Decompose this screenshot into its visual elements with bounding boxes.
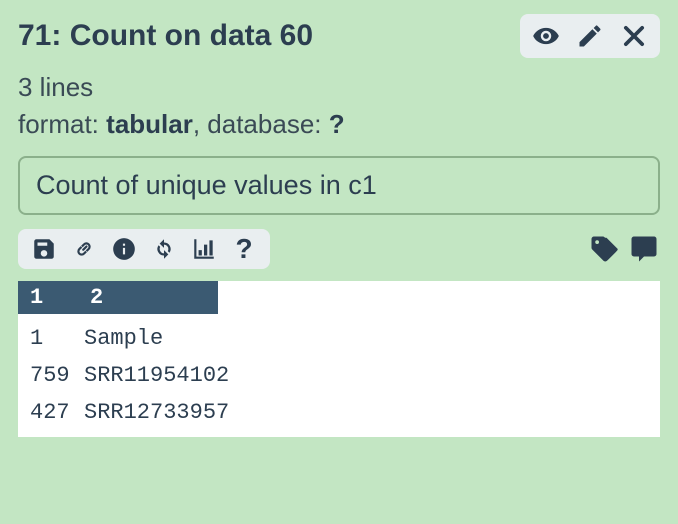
format-row: format: tabular, database: ? xyxy=(18,109,660,140)
column-header: 2 xyxy=(78,281,115,314)
dataset-name: Count on data 60 xyxy=(70,19,313,52)
database-value[interactable]: ? xyxy=(329,109,345,139)
description-box: Count of unique values in c1 xyxy=(18,156,660,215)
table-body: 1 Sample 759 SRR11954102 427 SRR12733957 xyxy=(18,314,660,437)
refresh-icon[interactable] xyxy=(148,233,180,265)
toolbar-left: ? xyxy=(18,229,270,269)
cell: 427 xyxy=(30,400,84,425)
save-icon[interactable] xyxy=(28,233,60,265)
dataset-number: 71 xyxy=(18,19,51,52)
title-colon: : xyxy=(51,19,69,52)
table-row: 427 SRR12733957 xyxy=(18,394,660,431)
database-label: , database: xyxy=(193,109,322,139)
format-label: format: xyxy=(18,109,99,139)
header-actions xyxy=(520,14,660,58)
cell: 1 xyxy=(30,326,84,351)
cell: Sample xyxy=(84,326,163,351)
help-icon[interactable]: ? xyxy=(228,233,260,265)
view-icon[interactable] xyxy=(530,20,562,52)
format-value: tabular xyxy=(106,109,193,139)
toolbar-row: ? xyxy=(18,229,660,269)
table-row: 1 Sample xyxy=(18,320,660,357)
edit-icon[interactable] xyxy=(574,20,606,52)
chart-icon[interactable] xyxy=(188,233,220,265)
cell: SRR11954102 xyxy=(84,363,229,388)
comment-icon[interactable] xyxy=(628,233,660,265)
cell: 759 xyxy=(30,363,84,388)
header-row: 71: Count on data 60 xyxy=(18,14,660,58)
info-icon[interactable] xyxy=(108,233,140,265)
cell: SRR12733957 xyxy=(84,400,229,425)
column-header: 1 xyxy=(18,281,78,314)
dataset-title: 71: Count on data 60 xyxy=(18,19,313,53)
toolbar-right xyxy=(588,233,660,265)
link-icon[interactable] xyxy=(68,233,100,265)
table-row: 759 SRR11954102 xyxy=(18,357,660,394)
data-table: 1 2 1 Sample 759 SRR11954102 427 SRR1273… xyxy=(18,281,660,437)
lines-count: 3 lines xyxy=(18,72,660,103)
table-header: 1 2 xyxy=(18,281,218,314)
close-icon[interactable] xyxy=(618,20,650,52)
tags-icon[interactable] xyxy=(588,233,620,265)
